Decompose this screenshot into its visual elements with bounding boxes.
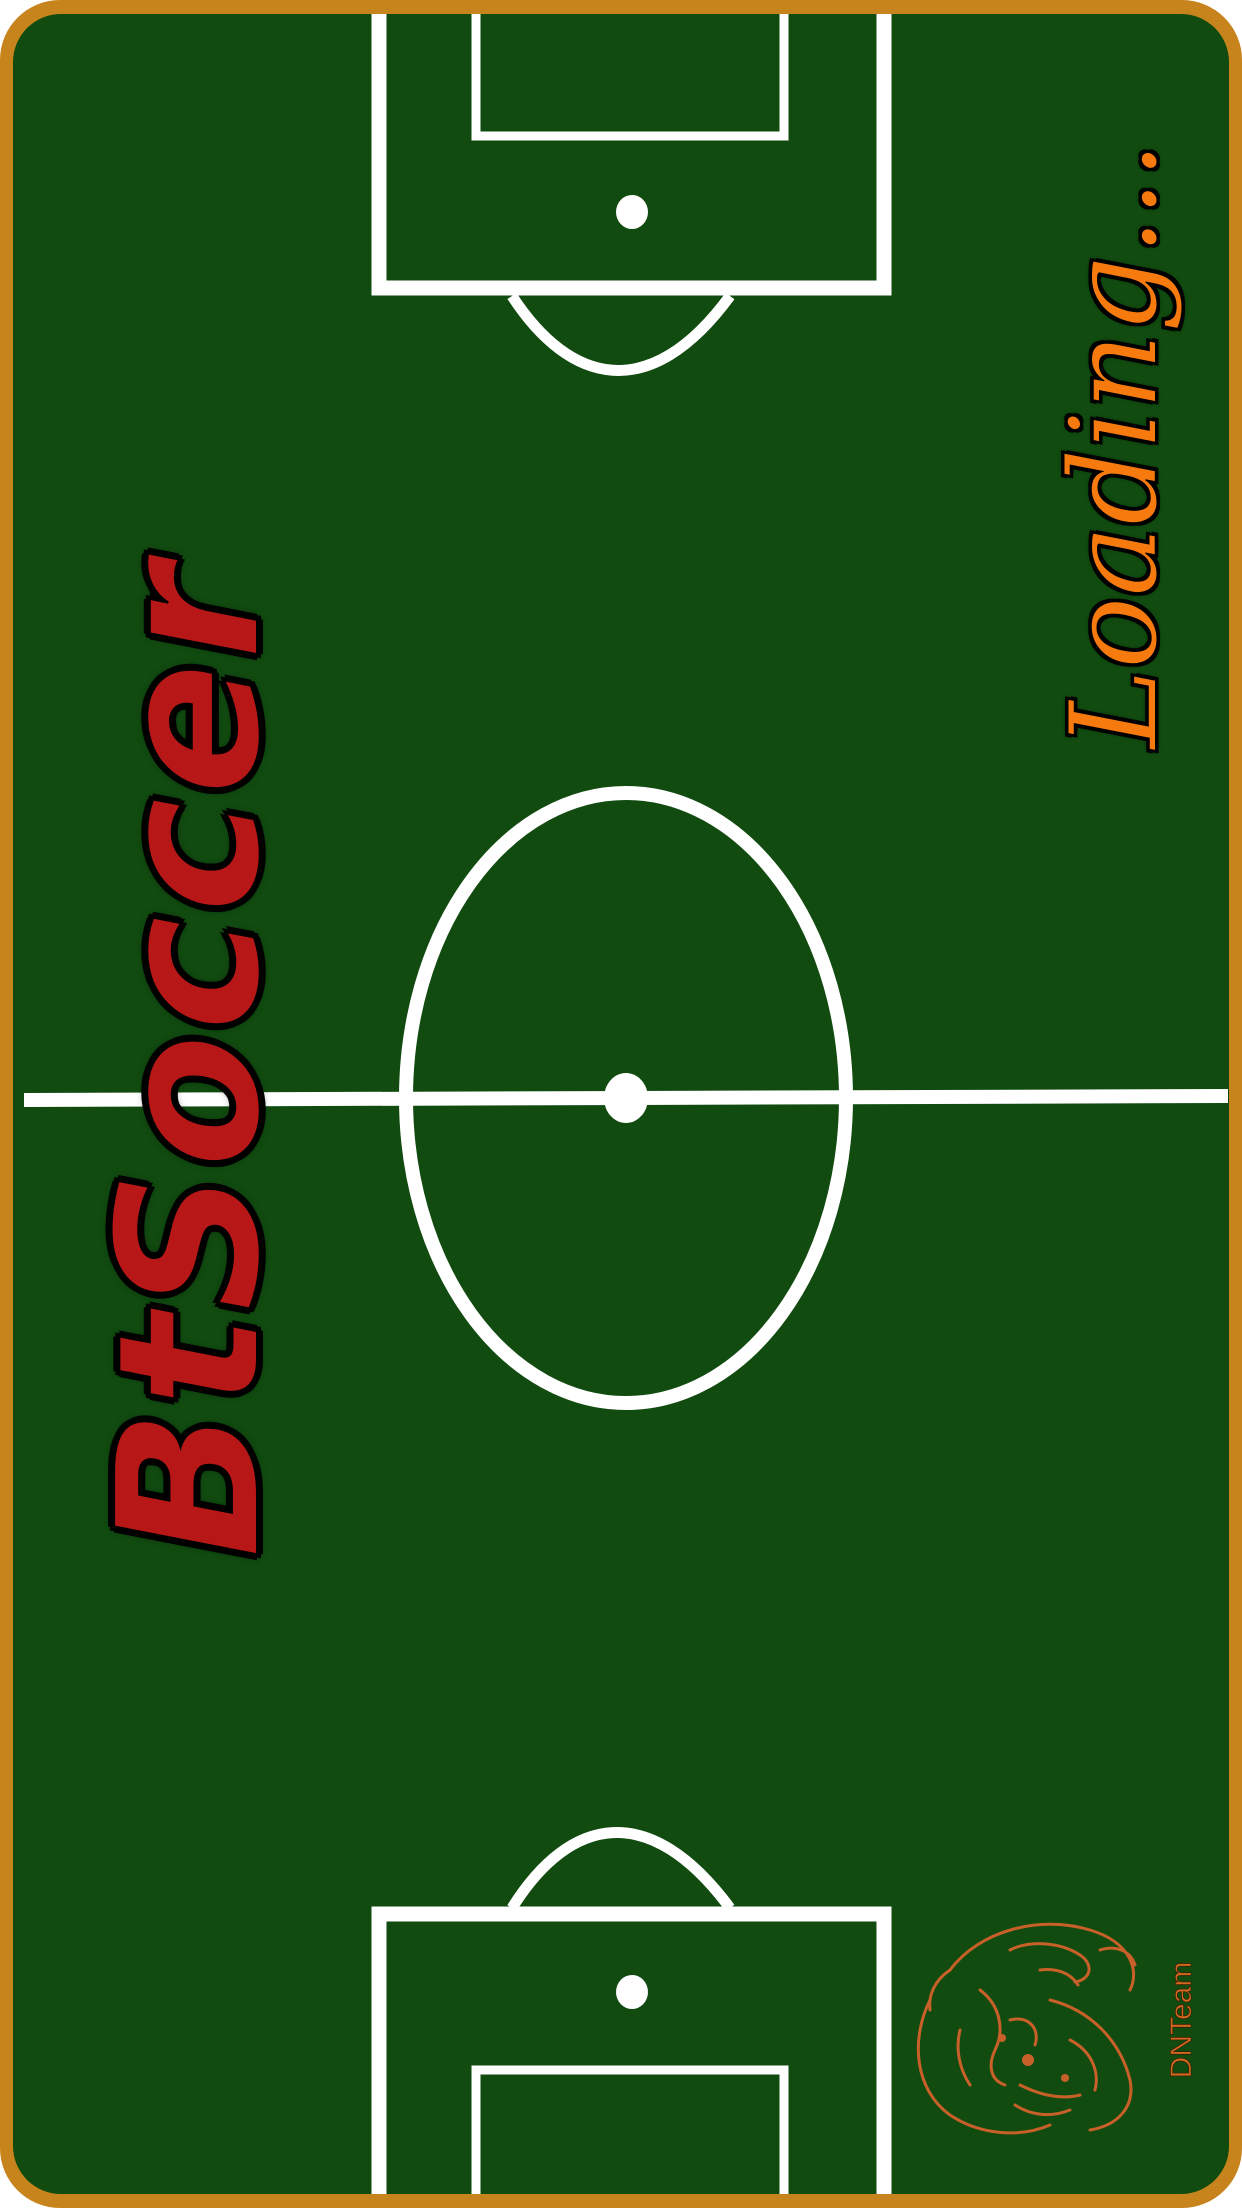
top-penalty-area	[371, 14, 892, 296]
mascot-face-icon	[916, 1922, 1137, 2135]
loading-label: Loading...	[1045, 141, 1185, 749]
game-title: BtSoccer	[75, 561, 305, 1560]
bottom-goal-area	[471, 2065, 789, 2194]
top-penalty-arc	[507, 292, 735, 376]
top-goal-area	[471, 14, 789, 141]
bottom-penalty-area	[371, 1906, 892, 2194]
center-circle	[399, 786, 853, 1410]
team-label: DNTeam	[1165, 1961, 1199, 2079]
center-spot	[604, 1073, 648, 1123]
top-penalty-spot	[616, 195, 648, 229]
bottom-penalty-arc	[507, 1827, 735, 1912]
bottom-penalty-spot	[616, 1975, 648, 2009]
